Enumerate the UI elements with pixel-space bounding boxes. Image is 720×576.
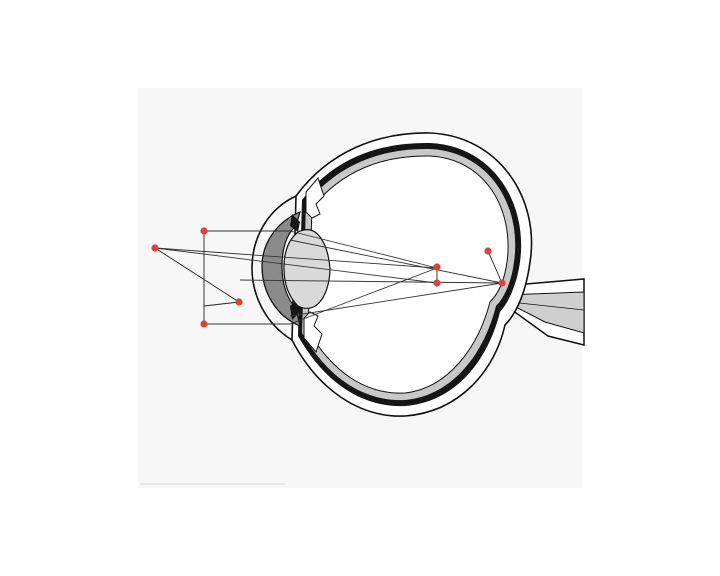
leader-line [487,250,503,284]
ray [289,267,438,325]
optic-nerve-line [509,301,585,311]
marker-dot[interactable] [200,227,208,235]
marker-dot[interactable] [200,320,208,328]
ray [289,239,503,284]
marker-dot[interactable] [235,298,243,306]
vitreous-body [307,155,509,394]
ray [289,230,438,269]
light-rays [154,230,503,325]
ciliary-body-top [305,177,325,219]
ray [289,282,503,317]
ray [154,247,438,284]
cornea-surface [251,195,297,341]
ciliary-body-bottom [303,311,323,353]
marker-dot[interactable] [498,279,506,287]
iris-top [290,214,300,232]
marker-dot[interactable] [433,263,441,271]
marker-dot[interactable] [433,279,441,287]
ray [154,247,438,269]
leader-line [154,247,240,303]
leader-line [203,301,240,307]
label-markers [151,227,506,328]
marker-dot[interactable] [484,247,492,255]
ray [239,279,503,284]
marker-dot[interactable] [151,244,159,252]
cornea-inner [261,211,301,327]
lens [283,229,331,309]
